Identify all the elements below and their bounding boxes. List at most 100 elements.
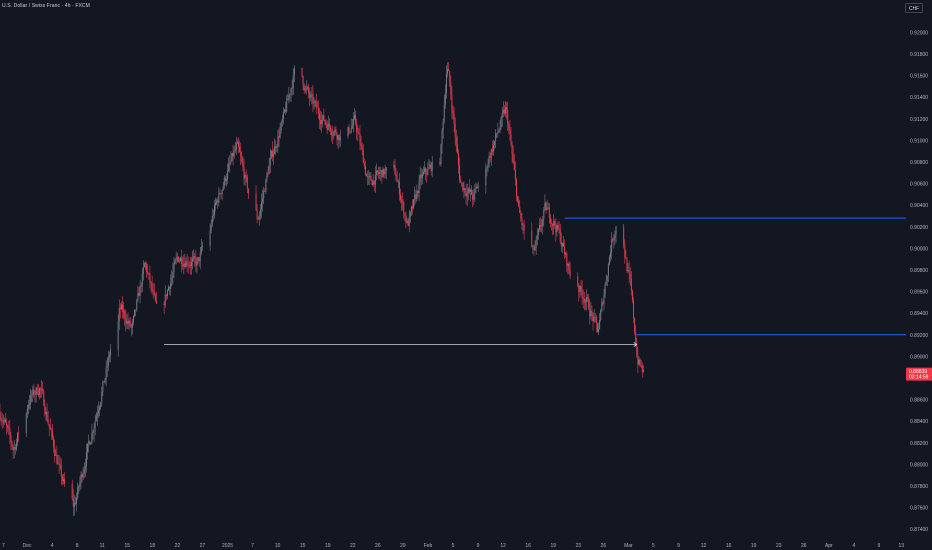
candle-body xyxy=(198,257,200,261)
candle-body xyxy=(582,297,584,299)
candle-body xyxy=(134,309,136,316)
candle-body xyxy=(455,137,457,144)
candlestick-plot[interactable] xyxy=(0,0,906,540)
candle-body xyxy=(374,174,376,185)
candle-body xyxy=(315,101,317,108)
candle-body xyxy=(319,113,321,120)
candle-body xyxy=(577,276,579,286)
candle-body xyxy=(473,192,475,200)
candle-body xyxy=(123,311,125,312)
candle-body xyxy=(588,297,590,309)
candle-body xyxy=(607,264,609,276)
candle-body xyxy=(104,378,106,383)
candle-body xyxy=(542,218,544,226)
candle-body xyxy=(501,113,503,118)
candle-body xyxy=(585,297,587,302)
candle-body xyxy=(164,294,166,306)
candle-body xyxy=(614,234,616,238)
candle-body xyxy=(599,319,601,330)
candle-body xyxy=(53,437,55,448)
candle-body xyxy=(328,123,330,126)
candle-body xyxy=(183,263,185,267)
candle-body xyxy=(173,263,175,273)
candle-body xyxy=(292,75,294,89)
candle-body xyxy=(256,210,258,220)
candle-body xyxy=(290,88,292,95)
candle-body xyxy=(61,476,63,482)
candle-body xyxy=(454,124,456,138)
candle-body xyxy=(531,230,533,247)
price-tick-label: 0.92000 xyxy=(910,30,928,36)
candle-body xyxy=(101,392,103,403)
candle-body xyxy=(4,419,6,423)
candle-body xyxy=(136,300,138,310)
time-tick-label: 11 xyxy=(100,543,105,549)
candle-body xyxy=(317,107,319,114)
candle-body xyxy=(406,221,408,223)
candle-body xyxy=(338,135,340,141)
candle-body xyxy=(598,329,600,333)
candle-body xyxy=(79,482,81,487)
candle-body xyxy=(594,317,596,318)
candle-body xyxy=(274,146,276,155)
candle-body xyxy=(561,242,563,247)
candle-body xyxy=(131,322,133,328)
candle-body xyxy=(329,125,331,132)
candle-body xyxy=(331,131,333,135)
candle-body xyxy=(282,111,284,120)
candle-body xyxy=(83,468,85,474)
drawn-lines[interactable] xyxy=(164,217,906,347)
candle-body xyxy=(322,115,324,121)
candle-body xyxy=(35,387,37,395)
candle-body xyxy=(640,364,642,366)
price-axis[interactable]: 0.92000 0.91800 0.91600 0.91400 0.91200 0.910… xyxy=(906,0,932,540)
price-tick-label: 0.90800 xyxy=(910,160,928,166)
candle-body xyxy=(548,207,550,218)
candle-body xyxy=(422,172,424,175)
price-tick-label: 0.89600 xyxy=(910,290,928,296)
candle-body xyxy=(127,321,129,324)
candle-body xyxy=(100,402,102,407)
candle-body xyxy=(178,261,180,262)
candle-body xyxy=(177,256,179,262)
candle-body xyxy=(456,143,458,153)
candle-body xyxy=(321,120,323,124)
candle-body xyxy=(200,247,202,254)
price-tick-label: 0.89000 xyxy=(910,354,928,360)
candle-body xyxy=(196,261,198,266)
candle-body xyxy=(172,272,174,278)
candle-body xyxy=(293,67,295,76)
candle-body xyxy=(82,473,84,478)
candle-body xyxy=(140,285,142,287)
candle-body xyxy=(246,176,248,189)
candle-body xyxy=(139,285,141,297)
candle-body xyxy=(360,143,362,147)
current-price-tag xyxy=(906,367,932,381)
time-tick-label: 15 xyxy=(124,543,130,549)
candle-body xyxy=(232,153,234,157)
candle-body xyxy=(288,94,290,99)
candle-body xyxy=(439,161,441,165)
candle-body xyxy=(138,292,140,297)
candle-body xyxy=(247,188,249,194)
candle-body xyxy=(380,170,382,173)
candle-body xyxy=(90,442,92,445)
candle-body xyxy=(243,166,245,179)
candle-body xyxy=(507,109,509,125)
candle-body xyxy=(448,69,450,72)
candle-body xyxy=(580,286,582,290)
candle-body xyxy=(31,395,33,396)
candle-body xyxy=(129,320,131,327)
candle-body xyxy=(370,175,372,181)
candle-body xyxy=(266,173,268,180)
candle-body xyxy=(404,213,406,216)
currency-button[interactable]: CHF xyxy=(905,3,923,13)
candle-body xyxy=(333,131,335,136)
candle-body xyxy=(312,94,314,104)
candle-body xyxy=(397,181,399,183)
candle-body xyxy=(277,136,279,147)
time-axis[interactable]: 7 Dec 4 8 11 15 18 22 27 2025 7 10 15 19 22 26 29 Feb 5 9 12… xyxy=(0,540,906,550)
time-tick-label: 5 xyxy=(652,543,655,549)
candle-body xyxy=(264,190,266,192)
